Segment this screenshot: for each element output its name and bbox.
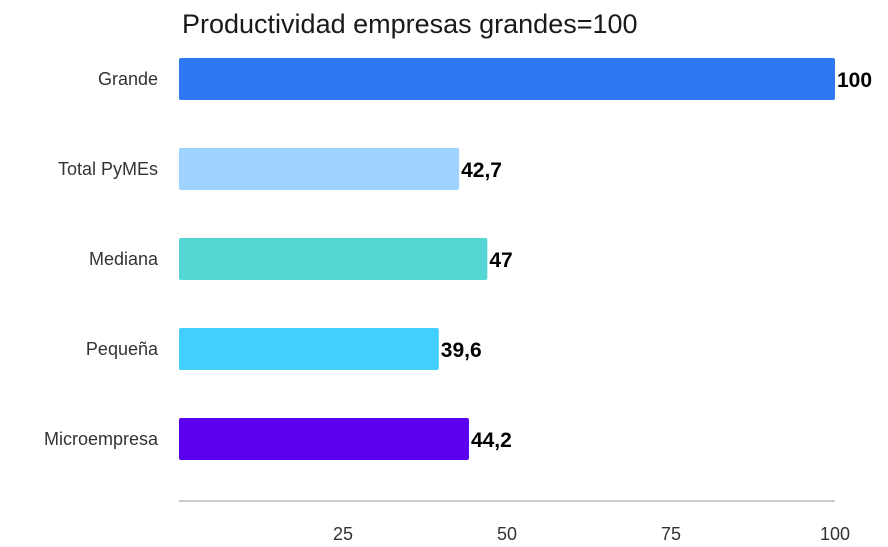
category-label-microempresa: Microempresa (44, 429, 159, 449)
x-tick-label: 100 (820, 524, 850, 544)
bar-mediana (179, 238, 488, 280)
category-label-pequena: Pequeña (86, 339, 159, 359)
value-label-pequena: 39,6 (441, 339, 482, 362)
value-label-grande: 100 (837, 69, 872, 92)
value-label-mediana: 47 (489, 249, 512, 272)
bar-microempresa (179, 418, 469, 460)
bars-group (179, 58, 835, 460)
x-tick-label: 75 (661, 524, 681, 544)
chart-title: Productividad empresas grandes=100 (182, 9, 638, 39)
x-axis-ticks: 25 50 75 100 (333, 524, 850, 544)
category-label-mediana: Mediana (89, 249, 159, 269)
value-labels: 100 42,7 47 39,6 44,2 (441, 69, 872, 452)
category-label-grande: Grande (98, 69, 158, 89)
value-label-microempresa: 44,2 (471, 429, 512, 452)
x-tick-label: 50 (497, 524, 517, 544)
bar-grande (179, 58, 835, 100)
value-label-total-pymes: 42,7 (461, 159, 502, 182)
bar-total-pymes (179, 148, 460, 190)
x-tick-label: 25 (333, 524, 353, 544)
category-labels: Grande Total PyMEs Mediana Pequeña Microempr… (44, 69, 159, 449)
bar-pequena (179, 328, 439, 370)
category-label-total-pymes: Total PyMEs (58, 159, 158, 179)
